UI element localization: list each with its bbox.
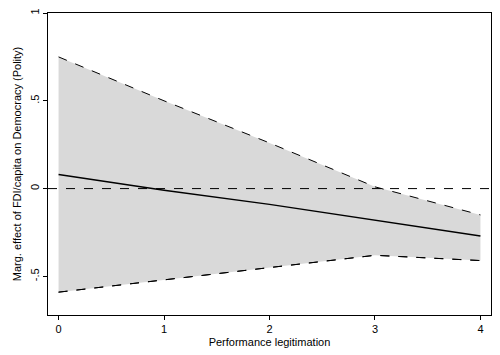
svg-text:-.5: -.5: [29, 268, 41, 281]
svg-text:1: 1: [161, 323, 167, 335]
svg-text:.5: .5: [29, 95, 41, 104]
svg-text:2: 2: [266, 323, 272, 335]
svg-text:Marg. effect of FDI/capita on: Marg. effect of FDI/capita on Democracy …: [11, 47, 23, 282]
svg-text:1: 1: [29, 8, 41, 14]
svg-text:0: 0: [55, 323, 61, 335]
svg-text:0: 0: [29, 184, 41, 190]
svg-text:Performance legitimation: Performance legitimation: [209, 336, 331, 348]
svg-text:4: 4: [477, 323, 483, 335]
svg-text:3: 3: [372, 323, 378, 335]
